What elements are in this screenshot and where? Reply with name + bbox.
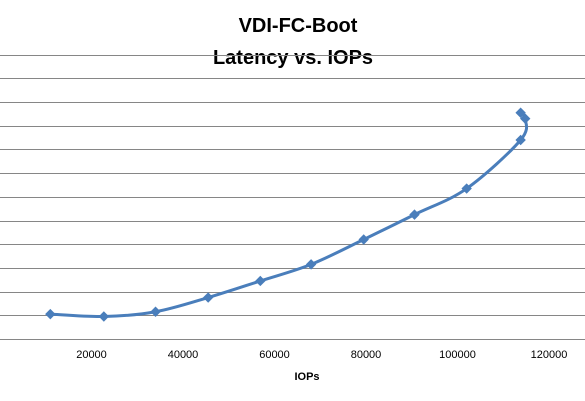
- data-point-1: [98, 311, 110, 322]
- x-axis-title: IOPs: [294, 371, 319, 383]
- data-point-3: [202, 292, 214, 303]
- data-point-11: [515, 107, 526, 118]
- data-point-8: [461, 183, 472, 194]
- data-point-6: [358, 234, 369, 245]
- x-tick-label-80000: 80000: [351, 349, 382, 361]
- x-tick-label-20000: 20000: [76, 349, 107, 361]
- data-point-7: [409, 209, 420, 220]
- data-point-5: [305, 259, 317, 270]
- x-tick-label-120000: 120000: [531, 349, 568, 361]
- x-tick-label-60000: 60000: [259, 349, 290, 361]
- gridlines: [0, 55, 585, 340]
- chart-title-line-1: VDI-FC-Boot: [239, 15, 358, 37]
- x-tick-label-40000: 40000: [168, 349, 199, 361]
- data-point-10: [520, 113, 531, 124]
- x-tick-label-100000: 100000: [439, 349, 476, 361]
- data-point-2: [150, 306, 161, 317]
- chart-title-line-2: Latency vs. IOPs: [213, 47, 373, 69]
- data-point-9: [515, 134, 526, 146]
- data-markers: [45, 107, 531, 322]
- data-point-4: [255, 275, 266, 287]
- data-point-0: [45, 308, 56, 320]
- x-tick-labels: 20000 40000 60000 80000 100000 120000: [76, 349, 567, 361]
